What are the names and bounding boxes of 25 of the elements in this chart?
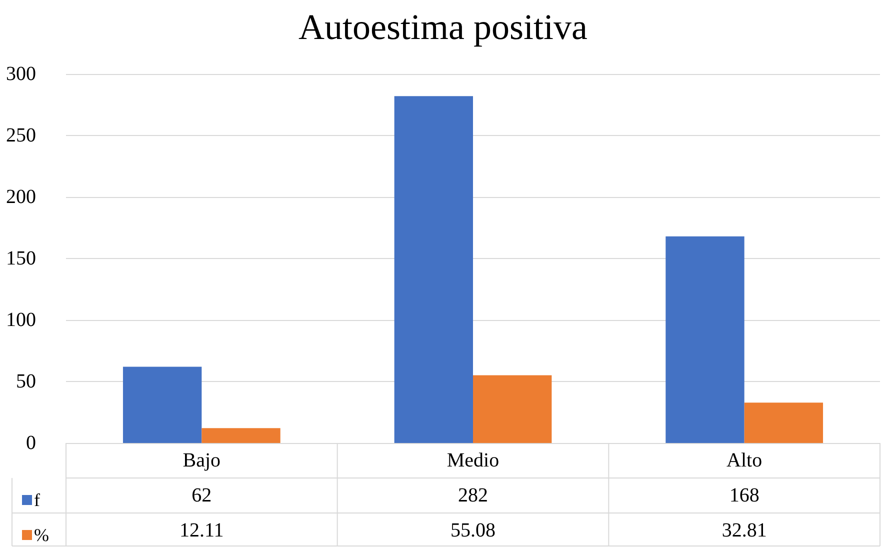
x-tick-label: Alto — [726, 450, 762, 472]
data-label: 168 — [729, 484, 760, 506]
data-label: 55.08 — [450, 520, 496, 542]
y-tick-label: 150 — [6, 248, 36, 270]
chart-title: Autoestima positiva — [298, 7, 588, 47]
data-label: 12.11 — [180, 520, 224, 542]
data-label: 62 — [192, 484, 212, 506]
data-label: 282 — [458, 484, 488, 506]
bar — [122, 366, 202, 443]
bar — [666, 236, 744, 443]
bar — [202, 428, 280, 443]
y-tick-label: 100 — [6, 309, 36, 331]
y-tick-label: 250 — [6, 124, 36, 146]
y-tick-label: 200 — [6, 186, 36, 208]
x-tick-label: Bajo — [182, 450, 221, 472]
bar — [394, 96, 473, 443]
legend-label: % — [34, 525, 49, 545]
legend-label: f — [34, 490, 40, 510]
y-tick-label: 0 — [26, 432, 36, 454]
bar — [473, 375, 552, 443]
y-tick-label: 50 — [16, 370, 36, 392]
data-label: 32.81 — [722, 520, 767, 542]
bar — [744, 402, 824, 443]
x-tick-label: Medio — [446, 450, 500, 472]
y-tick-label: 300 — [6, 63, 36, 85]
